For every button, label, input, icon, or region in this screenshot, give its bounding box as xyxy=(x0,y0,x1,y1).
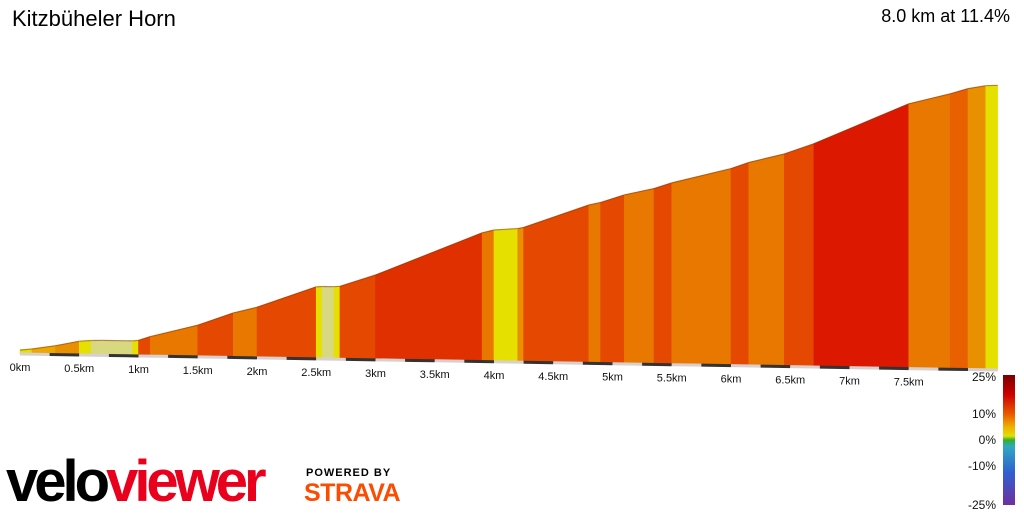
legend-color-bar xyxy=(1003,375,1015,505)
powered-by-label: POWERED BY xyxy=(306,467,391,479)
logo-velo-text: velo xyxy=(6,449,106,514)
legend-label: -10% xyxy=(968,459,996,473)
legend-label: -25% xyxy=(968,498,996,512)
legend-label: 0% xyxy=(979,433,997,447)
logo-viewer-text: viewer xyxy=(106,449,263,514)
strava-logo: STRAVA xyxy=(304,479,400,508)
legend-labels: 25% 10% 0% -10% -25% xyxy=(968,370,996,512)
legend-label: 10% xyxy=(972,407,996,421)
veloviewer-logo: veloviewer xyxy=(6,448,263,515)
legend-label: 25% xyxy=(972,370,996,384)
